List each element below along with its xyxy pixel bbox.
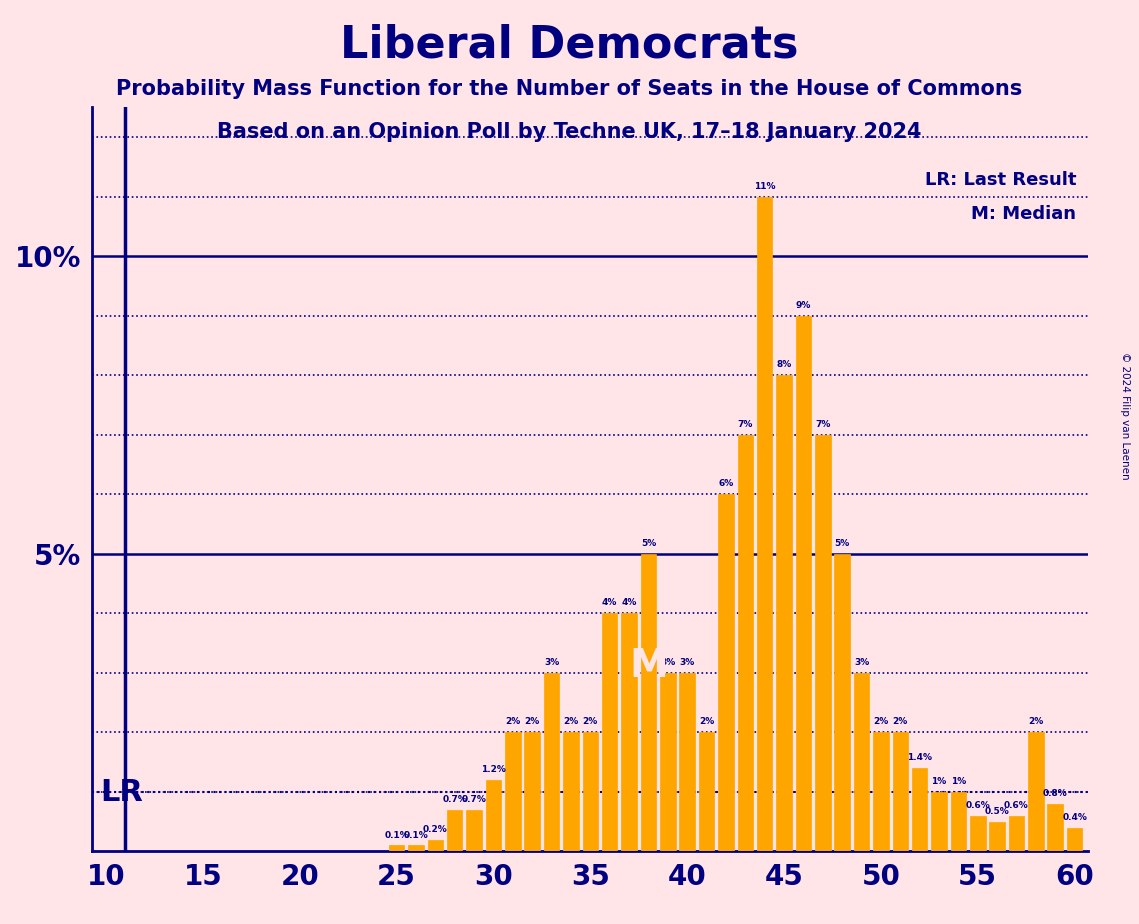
Text: 2%: 2% bbox=[1029, 717, 1043, 726]
Text: 1.4%: 1.4% bbox=[907, 753, 932, 762]
Text: M: M bbox=[629, 647, 667, 685]
Bar bbox=[582, 733, 598, 851]
Bar bbox=[661, 673, 675, 851]
Bar bbox=[680, 673, 695, 851]
Text: 3%: 3% bbox=[854, 658, 869, 667]
Bar bbox=[1009, 816, 1024, 851]
Text: 8%: 8% bbox=[777, 360, 792, 370]
Bar bbox=[932, 792, 947, 851]
Text: 5%: 5% bbox=[835, 539, 850, 548]
Text: 7%: 7% bbox=[816, 419, 830, 429]
Bar bbox=[427, 840, 443, 851]
Bar bbox=[951, 792, 966, 851]
Bar bbox=[543, 673, 559, 851]
Text: 2%: 2% bbox=[506, 717, 521, 726]
Text: 0.1%: 0.1% bbox=[384, 831, 409, 840]
Bar bbox=[738, 435, 753, 851]
Bar bbox=[485, 780, 501, 851]
Bar bbox=[816, 435, 830, 851]
Bar bbox=[524, 733, 540, 851]
Bar bbox=[563, 733, 579, 851]
Text: 4%: 4% bbox=[603, 599, 617, 607]
Text: Liberal Democrats: Liberal Democrats bbox=[341, 23, 798, 67]
Text: Probability Mass Function for the Number of Seats in the House of Commons: Probability Mass Function for the Number… bbox=[116, 79, 1023, 99]
Text: © 2024 Filip van Laenen: © 2024 Filip van Laenen bbox=[1121, 352, 1130, 480]
Text: 2%: 2% bbox=[564, 717, 579, 726]
Bar bbox=[835, 553, 850, 851]
Text: 1.2%: 1.2% bbox=[481, 765, 506, 774]
Text: 0.2%: 0.2% bbox=[423, 824, 448, 833]
Text: LR: LR bbox=[100, 778, 144, 807]
Bar bbox=[641, 553, 656, 851]
Text: 3%: 3% bbox=[661, 658, 675, 667]
Text: 6%: 6% bbox=[719, 480, 734, 488]
Text: Based on an Opinion Poll by Techne UK, 17–18 January 2024: Based on an Opinion Poll by Techne UK, 1… bbox=[218, 122, 921, 142]
Bar bbox=[505, 733, 521, 851]
Text: 2%: 2% bbox=[699, 717, 714, 726]
Text: 2%: 2% bbox=[893, 717, 908, 726]
Text: 0.1%: 0.1% bbox=[403, 831, 428, 840]
Text: 1%: 1% bbox=[932, 777, 947, 786]
Text: 0.6%: 0.6% bbox=[966, 801, 990, 809]
Bar bbox=[893, 733, 908, 851]
Text: 1%: 1% bbox=[951, 777, 966, 786]
Text: 0.7%: 0.7% bbox=[461, 795, 486, 804]
Bar bbox=[621, 614, 637, 851]
Bar bbox=[854, 673, 869, 851]
Bar bbox=[601, 614, 617, 851]
Bar bbox=[1048, 804, 1063, 851]
Bar bbox=[796, 316, 811, 851]
Bar bbox=[874, 733, 888, 851]
Text: 0.4%: 0.4% bbox=[1063, 812, 1087, 821]
Text: 3%: 3% bbox=[544, 658, 559, 667]
Text: 5%: 5% bbox=[641, 539, 656, 548]
Bar bbox=[446, 809, 462, 851]
Text: 11%: 11% bbox=[754, 182, 776, 190]
Bar bbox=[777, 375, 792, 851]
Text: 2%: 2% bbox=[874, 717, 888, 726]
Text: 0.7%: 0.7% bbox=[442, 795, 467, 804]
Bar bbox=[719, 494, 734, 851]
Bar bbox=[912, 768, 927, 851]
Bar bbox=[1067, 828, 1082, 851]
Text: 0.8%: 0.8% bbox=[1043, 789, 1067, 797]
Text: 2%: 2% bbox=[583, 717, 598, 726]
Text: 4%: 4% bbox=[622, 599, 637, 607]
Text: 9%: 9% bbox=[796, 301, 811, 310]
Text: M: Median: M: Median bbox=[972, 205, 1076, 223]
Text: 0.5%: 0.5% bbox=[985, 807, 1009, 816]
Text: LR: Last Result: LR: Last Result bbox=[925, 171, 1076, 188]
Text: 0.6%: 0.6% bbox=[1005, 801, 1029, 809]
Bar bbox=[466, 809, 482, 851]
Bar bbox=[1029, 733, 1043, 851]
Bar bbox=[408, 845, 424, 851]
Bar bbox=[757, 197, 772, 851]
Text: 7%: 7% bbox=[738, 419, 753, 429]
Bar bbox=[990, 821, 1005, 851]
Bar bbox=[970, 816, 985, 851]
Text: 3%: 3% bbox=[680, 658, 695, 667]
Text: 2%: 2% bbox=[525, 717, 540, 726]
Bar bbox=[388, 845, 404, 851]
Bar bbox=[699, 733, 714, 851]
